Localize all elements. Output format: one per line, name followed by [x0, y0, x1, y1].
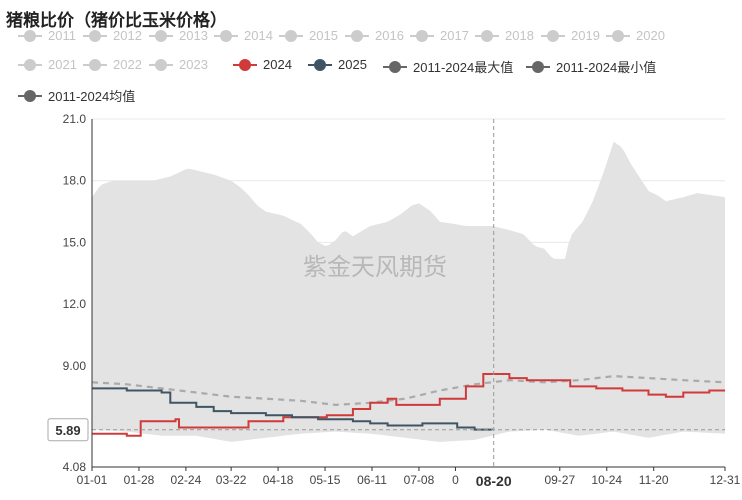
crosshair-x-label-box	[467, 470, 520, 492]
x-tick-label: 01-28	[124, 473, 155, 487]
legend-marker-icon	[149, 58, 173, 71]
legend-item-2011[interactable]: 2011	[18, 28, 76, 43]
legend-label: 2024	[263, 57, 292, 72]
series-2025-line	[92, 387, 493, 431]
max-min-band	[92, 141, 725, 442]
series-2024-line	[92, 373, 725, 437]
legend-label: 2015	[309, 28, 338, 43]
legend-marker-icon	[83, 58, 107, 71]
legend-item-2016[interactable]: 2016	[345, 28, 404, 43]
y-tick-label: 21.0	[63, 112, 87, 126]
legend-label: 2022	[113, 57, 142, 72]
crosshair-y-label: 5.89	[55, 423, 80, 438]
legend-label: 2023	[179, 57, 208, 72]
legend-item-2019[interactable]: 2019	[541, 28, 600, 43]
legend-label: 2020	[636, 28, 665, 43]
x-tick-label: 05-15	[310, 473, 341, 487]
legend-marker-icon	[410, 29, 434, 42]
legend-marker-icon	[149, 29, 173, 42]
legend-item-2013[interactable]: 2013	[149, 28, 208, 43]
legend-marker-icon	[18, 89, 42, 102]
legend-label: 2011-2024最大值	[413, 60, 514, 75]
legend-marker-icon	[279, 29, 303, 42]
legend-marker-icon	[541, 29, 565, 42]
crosshair-x-label: 08-20	[476, 473, 512, 489]
legend-marker-icon	[606, 29, 630, 42]
x-tick-label: 02-24	[171, 473, 202, 487]
x-tick-label: 12-31	[710, 473, 741, 487]
legend-item-2011-2024均值[interactable]: 2011-2024均值	[18, 86, 135, 105]
legend-marker-icon	[214, 29, 238, 42]
legend-label: 2021	[48, 57, 77, 72]
legend-label: 2018	[505, 28, 534, 43]
watermark: 紫金天风期货	[303, 253, 447, 281]
y-tick-label: 4.08	[63, 460, 87, 474]
chart-title: 猪粮比价（猪价比玉米价格）	[6, 11, 227, 30]
legend-item-2011-2024最大值[interactable]: 2011-2024最大值	[383, 57, 513, 76]
y-tick-label: 12.0	[63, 297, 87, 311]
legend-label: 2011-2024最小值	[556, 60, 657, 75]
legend-label: 2019	[571, 28, 600, 43]
legend-label: 2025	[338, 57, 367, 72]
y-tick-label: 15.0	[63, 235, 87, 249]
legend-item-2012[interactable]: 2012	[83, 28, 142, 43]
legend-marker-icon	[18, 58, 42, 71]
legend-label: 2011	[48, 28, 76, 43]
legend-marker-icon	[383, 60, 407, 73]
legend-item-2017[interactable]: 2017	[410, 28, 469, 43]
legend-item-2015[interactable]: 2015	[279, 28, 338, 43]
y-tick-label: 18.0	[63, 174, 87, 188]
legend-label: 2012	[113, 28, 142, 43]
legend-item-2020[interactable]: 2020	[606, 28, 665, 43]
x-tick-label: 0	[452, 473, 459, 487]
y-tick-label: 9.00	[63, 359, 87, 373]
legend-marker-icon	[526, 60, 550, 73]
legend-item-2021[interactable]: 2021	[18, 57, 77, 72]
legend-item-2025[interactable]: 2025	[308, 57, 367, 72]
legend-item-2011-2024最小值[interactable]: 2011-2024最小值	[526, 57, 656, 76]
legend-label: 2014	[244, 28, 273, 43]
x-tick-label: 10-24	[591, 473, 622, 487]
legend-marker-icon	[475, 29, 499, 42]
x-tick-label: 09-27	[544, 473, 575, 487]
legend-label: 2011-2024均值	[48, 89, 136, 104]
legend-label: 2016	[375, 28, 404, 43]
x-tick-label: 06-11	[357, 473, 387, 487]
legend-item-2018[interactable]: 2018	[475, 28, 534, 43]
legend-marker-icon	[345, 29, 369, 42]
crosshair-y-label-box	[47, 418, 89, 442]
legend-marker-icon	[18, 29, 42, 42]
x-tick-label: 04-18	[263, 473, 294, 487]
series-avg-line	[91, 374, 726, 407]
x-tick-label: 11-20	[639, 473, 669, 487]
x-tick-label: 01-01	[77, 473, 108, 487]
legend-marker-icon	[308, 58, 332, 71]
legend-item-2022[interactable]: 2022	[83, 57, 142, 72]
legend: 2011 2012 2013 2014 2015 2016 2017 2018 2019 2020…	[0, 0, 742, 120]
x-tick-label: 03-22	[216, 473, 247, 487]
legend-item-2023[interactable]: 2023	[149, 57, 208, 72]
legend-item-2014[interactable]: 2014	[214, 28, 273, 43]
legend-marker-icon	[233, 58, 257, 71]
x-tick-label: 07-08	[404, 473, 435, 487]
legend-label: 2017	[440, 28, 469, 43]
legend-marker-icon	[83, 29, 107, 42]
legend-item-2024[interactable]: 2024	[233, 57, 292, 72]
legend-label: 2013	[179, 28, 208, 43]
